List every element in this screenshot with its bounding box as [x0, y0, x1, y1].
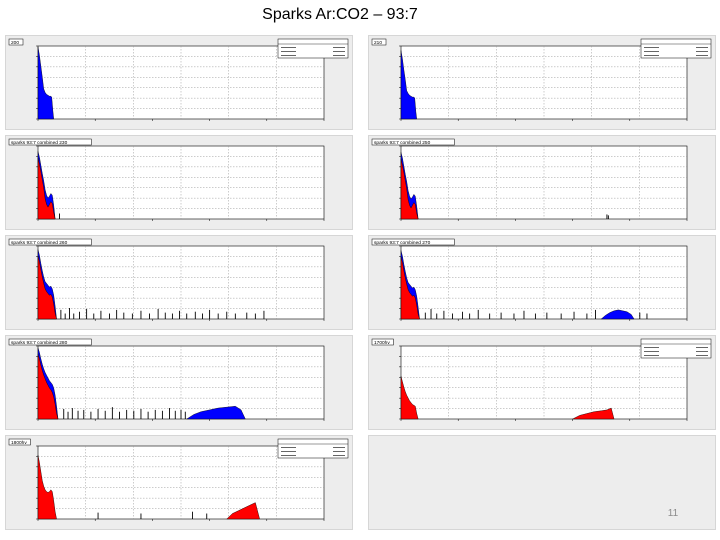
- stats-box: [277, 38, 349, 59]
- histogram-series-2: [186, 406, 246, 420]
- histogram-panel-9: 1800hv: [5, 435, 353, 530]
- histogram-series-0: [37, 46, 54, 120]
- histogram-series-0: [37, 455, 57, 520]
- histogram-name-text: 1700hv: [374, 340, 390, 346]
- histogram-series-1: [37, 157, 56, 220]
- histogram-panel-3: sparks 93:7 combined 230: [5, 135, 353, 230]
- histogram-name-tag: [8, 138, 92, 146]
- histogram-svg: sparks 93:7 combined 270: [371, 238, 688, 321]
- histogram-series-1: [400, 158, 419, 220]
- histogram-svg: 210: [371, 38, 712, 121]
- page-number: 11: [667, 508, 679, 519]
- histogram-svg: sparks 93:7 combined 280: [8, 338, 325, 421]
- histogram-name-tag: [371, 338, 394, 346]
- histogram-panel-7: sparks 93:7 combined 280: [5, 335, 353, 430]
- histogram-svg: sparks 93:7 combined 250: [371, 138, 688, 221]
- histogram-panel-4: sparks 93:7 combined 250: [368, 135, 716, 230]
- histogram-name-tag: [371, 138, 455, 146]
- histogram-name-text: sparks 93:7 combined 280: [11, 340, 68, 346]
- histogram-svg: sparks 93:7 combined 260: [8, 238, 325, 321]
- empty-panel: [368, 435, 716, 530]
- histogram-svg: 1700hv: [371, 338, 712, 421]
- histogram-panel-2: 210: [368, 35, 716, 130]
- histogram-name-text: 200: [11, 40, 19, 46]
- histogram-name-tag: [8, 238, 92, 246]
- histogram-series-1: [37, 354, 59, 420]
- histogram-svg: 1800hv: [8, 438, 349, 521]
- histogram-series-1: [400, 256, 420, 320]
- histogram-name-tag: [371, 38, 387, 46]
- histogram-name-text: sparks 93:7 combined 230: [11, 140, 68, 146]
- histogram-series-0: [400, 50, 417, 120]
- histogram-svg: sparks 93:7 combined 230: [8, 138, 325, 221]
- histogram-name-tag: [8, 38, 24, 46]
- histogram-name-text: sparks 93:7 combined 270: [374, 240, 431, 246]
- histogram-name-text: sparks 93:7 combined 250: [374, 140, 431, 146]
- histogram-panel-1: 200: [5, 35, 353, 130]
- histogram-name-tag: [8, 438, 31, 446]
- histogram-panel-8: 1700hv: [368, 335, 716, 430]
- histogram-series-0: [400, 376, 419, 420]
- histogram-series-1: [37, 255, 57, 320]
- stats-box: [640, 38, 712, 59]
- histogram-panel-5: sparks 93:7 combined 260: [5, 235, 353, 330]
- histogram-name-text: sparks 93:7 combined 260: [11, 240, 68, 246]
- histogram-svg: 200: [8, 38, 349, 121]
- stats-box: [277, 438, 349, 459]
- histogram-name-text: 210: [374, 40, 382, 46]
- histogram-series-1: [226, 502, 260, 520]
- histogram-name-text: 1800hv: [11, 440, 27, 446]
- histogram-series-2: [600, 309, 635, 320]
- histogram-name-tag: [8, 338, 92, 346]
- page-title: Sparks Ar:CO2 – 93:7: [262, 6, 418, 23]
- histogram-series-1: [572, 407, 615, 420]
- stats-box: [640, 338, 712, 359]
- histogram-name-tag: [371, 238, 455, 246]
- histogram-panel-6: sparks 93:7 combined 270: [368, 235, 716, 330]
